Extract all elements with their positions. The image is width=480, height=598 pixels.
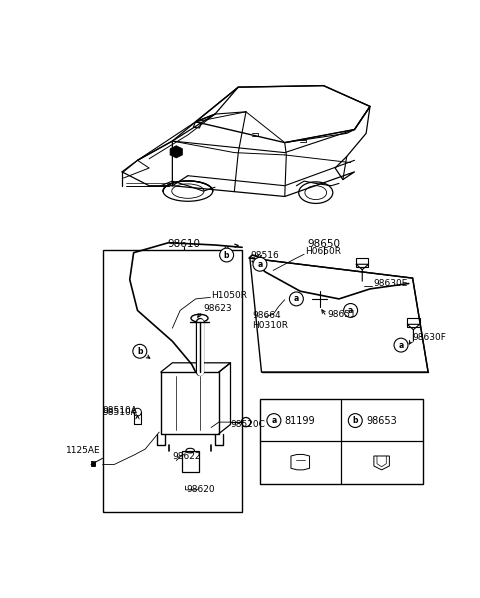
Polygon shape	[170, 146, 182, 158]
Text: H0310R: H0310R	[252, 321, 288, 330]
Circle shape	[344, 304, 358, 318]
Bar	[181, 451, 199, 472]
Text: a: a	[294, 294, 299, 303]
Text: 98620: 98620	[186, 484, 215, 493]
Text: 98510A: 98510A	[103, 408, 137, 417]
Text: 98630E: 98630E	[374, 279, 408, 288]
Bar	[103, 251, 242, 512]
Text: 98510A: 98510A	[103, 406, 137, 415]
Text: H0650R: H0650R	[305, 248, 341, 257]
Circle shape	[394, 338, 408, 352]
Text: 98664: 98664	[252, 312, 281, 321]
Circle shape	[253, 257, 267, 271]
Text: 98516: 98516	[251, 251, 279, 260]
Text: 98650: 98650	[307, 239, 340, 249]
Text: 1125AE: 1125AE	[66, 446, 101, 455]
Text: 98520C: 98520C	[230, 420, 265, 429]
Text: a: a	[348, 306, 353, 315]
Text: 98623: 98623	[204, 304, 232, 313]
Text: b: b	[137, 347, 143, 356]
Circle shape	[348, 414, 362, 428]
Text: 98622: 98622	[172, 452, 201, 461]
Text: a: a	[398, 341, 404, 350]
Circle shape	[220, 248, 234, 262]
Circle shape	[267, 414, 281, 428]
Bar	[260, 399, 423, 484]
Circle shape	[133, 344, 147, 358]
Text: a: a	[257, 260, 263, 269]
Text: b: b	[224, 251, 229, 260]
Text: 98651: 98651	[327, 310, 356, 319]
Text: 98630F: 98630F	[413, 333, 446, 342]
Text: 81199: 81199	[285, 416, 315, 426]
Text: H1050R: H1050R	[211, 291, 247, 300]
Circle shape	[289, 292, 303, 306]
Text: b: b	[352, 416, 358, 425]
Bar	[356, 258, 369, 267]
Text: 98653: 98653	[366, 416, 397, 426]
Bar	[407, 318, 420, 327]
Text: 98610: 98610	[168, 239, 201, 249]
Text: a: a	[271, 416, 276, 425]
